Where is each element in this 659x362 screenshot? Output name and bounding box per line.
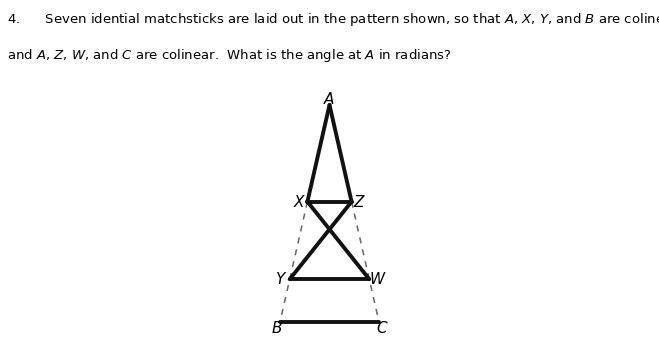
Text: $C$: $C$	[376, 320, 388, 336]
Text: 4.      Seven idential matchsticks are laid out in the pattern shown, so that $A: 4. Seven idential matchsticks are laid o…	[7, 11, 659, 28]
Text: $X$: $X$	[293, 194, 306, 210]
Text: and $A$, $Z$, $W$, and $C$ are colinear.  What is the angle at $A$ in radians?: and $A$, $Z$, $W$, and $C$ are colinear.…	[7, 47, 451, 64]
Text: $W$: $W$	[370, 271, 387, 287]
Text: $A$: $A$	[324, 92, 335, 108]
Text: $Z$: $Z$	[353, 194, 366, 210]
Text: $B$: $B$	[271, 320, 283, 336]
Text: $Y$: $Y$	[275, 271, 287, 287]
